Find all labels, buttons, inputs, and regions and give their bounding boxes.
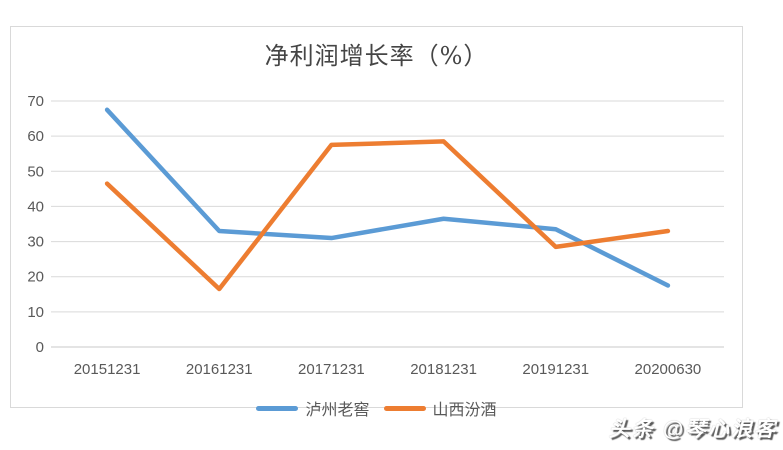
series-line-luzhou-laojiao — [104, 107, 671, 288]
series-line-shanxi-fenjiu — [104, 139, 671, 292]
x-axis-tick-label: 20200630 — [635, 361, 702, 378]
chart-legend: 泸州老窖 山西汾酒 — [10, 397, 743, 419]
x-axis-tick-label: 20191231 — [522, 361, 589, 378]
legend-label: 山西汾酒 — [432, 402, 497, 419]
chart-frame: 净利润增长率（%） 0 10 20 30 40 50 60 70 20151231 2016123… — [10, 26, 743, 408]
legend-label: 泸州老窖 — [305, 402, 370, 419]
y-axis-tick-label: 0 — [36, 339, 44, 356]
y-axis-tick-label: 40 — [27, 198, 44, 215]
y-axis-tick-label: 10 — [27, 304, 44, 321]
legend-swatch-icon — [383, 405, 426, 411]
x-axis-tick-label: 20181231 — [410, 361, 477, 378]
x-axis-tick-label: 20171231 — [298, 361, 365, 378]
x-axis-tick-label: 20161231 — [186, 361, 253, 378]
legend-swatch-icon — [256, 405, 299, 411]
y-axis-tick-label: 70 — [27, 93, 44, 110]
watermark: 头条 @琴心浪客 — [608, 418, 777, 441]
chart-title: 净利润增长率（%） — [264, 42, 489, 70]
y-axis-tick-label: 20 — [27, 269, 44, 286]
legend-item-shanxi-fenjiu: 山西汾酒 — [383, 396, 497, 420]
line-chart-plot-area: 0 10 20 30 40 50 60 70 20151231 20161231 20171231 2… — [27, 93, 724, 378]
legend-item-luzhou-laojiao: 泸州老窖 — [256, 396, 370, 420]
y-axis-tick-label: 60 — [27, 128, 44, 145]
y-axis-tick-label: 50 — [27, 163, 44, 180]
x-axis-tick-label: 20151231 — [74, 361, 141, 378]
y-axis-tick-label: 30 — [27, 234, 44, 251]
